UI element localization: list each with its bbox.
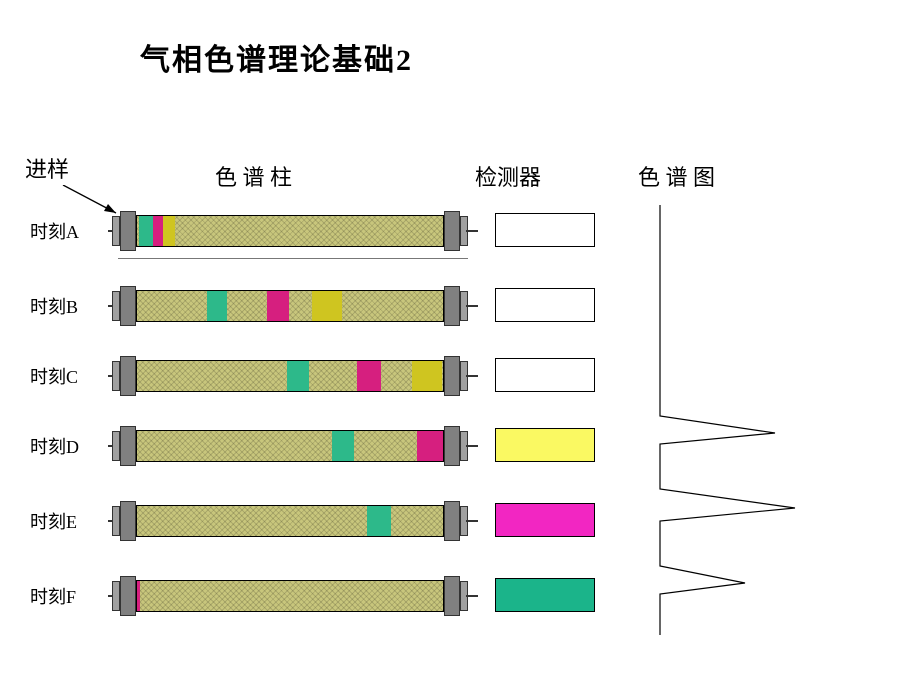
chromatogram-plot xyxy=(640,205,840,645)
page-title: 气相色谱理论基础2 xyxy=(140,35,413,79)
analyte-band xyxy=(163,216,175,246)
analyte-band xyxy=(267,291,289,321)
analyte-band xyxy=(412,361,442,391)
time-label: 时刻E xyxy=(30,508,120,534)
detector-box xyxy=(495,428,595,462)
chromatogram-trace xyxy=(660,205,795,635)
analyte-band xyxy=(367,506,391,536)
detector-box xyxy=(495,288,595,322)
analyte-band xyxy=(207,291,227,321)
time-label: 时刻A xyxy=(30,218,120,244)
time-label: 时刻B xyxy=(30,293,120,319)
chromatography-column xyxy=(120,211,460,251)
chromatography-column xyxy=(120,356,460,396)
chromatogram-header: 色 谱 图 xyxy=(638,160,715,192)
time-row: 时刻F xyxy=(30,575,460,617)
time-label: 时刻C xyxy=(30,363,120,389)
time-row: 时刻A xyxy=(30,210,460,252)
time-label: 时刻D xyxy=(30,433,120,459)
chromatography-column xyxy=(120,286,460,326)
analyte-band xyxy=(357,361,381,391)
analyte-band xyxy=(287,361,309,391)
analyte-band xyxy=(417,431,443,461)
detector-box xyxy=(495,358,595,392)
column-header: 色 谱 柱 xyxy=(215,160,292,192)
chromatography-column xyxy=(120,501,460,541)
analyte-band xyxy=(153,216,163,246)
analyte-band xyxy=(332,431,354,461)
time-row: 时刻D xyxy=(30,425,460,467)
detector-box xyxy=(495,213,595,247)
chromatography-column xyxy=(120,426,460,466)
analyte-band xyxy=(137,581,140,611)
analyte-band xyxy=(139,216,153,246)
underline xyxy=(118,258,468,259)
time-label: 时刻F xyxy=(30,583,120,609)
time-row: 时刻B xyxy=(30,285,460,327)
time-row: 时刻C xyxy=(30,355,460,397)
chromatography-column xyxy=(120,576,460,616)
inject-label: 进样 xyxy=(25,152,69,184)
detector-box xyxy=(495,578,595,612)
time-row: 时刻E xyxy=(30,500,460,542)
detector-header: 检测器 xyxy=(475,160,541,192)
analyte-band xyxy=(312,291,342,321)
detector-box xyxy=(495,503,595,537)
